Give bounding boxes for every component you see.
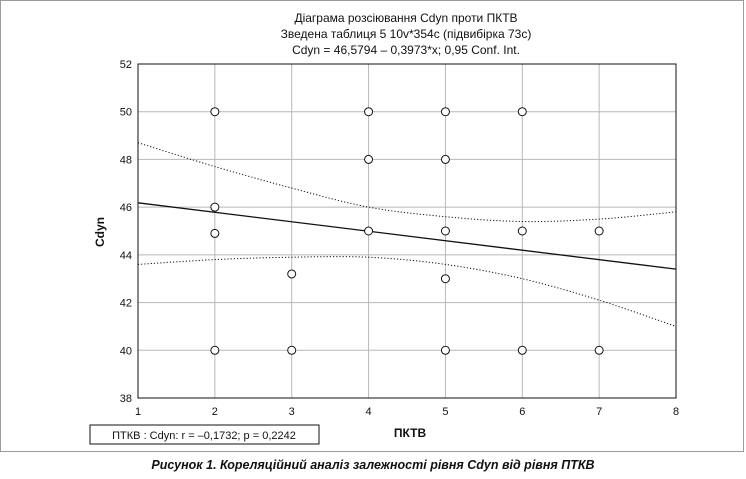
plot-area-border bbox=[137, 63, 677, 399]
y-tick-label: 40 bbox=[120, 345, 132, 357]
x-tick-label: 2 bbox=[212, 406, 218, 418]
y-tick-label: 44 bbox=[120, 250, 132, 262]
data-point bbox=[594, 226, 604, 236]
data-point bbox=[210, 228, 220, 238]
x-tick-label: 4 bbox=[366, 406, 372, 418]
y-tick-label: 46 bbox=[120, 202, 132, 214]
correlation-stats-box: ПТКВ : Cdyn: r = –0,1732; p = 0,2242 bbox=[89, 424, 320, 445]
data-points bbox=[210, 107, 604, 355]
x-axis-label: ПКТВ bbox=[394, 426, 427, 440]
chart-title-line-2: Зведена таблиця 5 10v*354c (підвибірка 7… bbox=[281, 27, 532, 41]
data-point bbox=[440, 107, 450, 117]
data-point bbox=[440, 274, 450, 284]
scatterplot: Діаграма розсіювання Cdyn проти ПКТВ Зве… bbox=[89, 11, 679, 445]
data-point bbox=[440, 154, 450, 164]
data-point bbox=[210, 107, 220, 117]
data-point bbox=[364, 154, 374, 164]
data-point bbox=[364, 226, 374, 236]
data-point bbox=[440, 226, 450, 236]
data-point bbox=[594, 345, 604, 355]
data-point bbox=[440, 345, 450, 355]
chart-title-line-3: Cdyn = 46,5794 – 0,3973*x; 0,95 Conf. In… bbox=[292, 43, 520, 57]
y-axis-label: Cdyn bbox=[93, 217, 107, 247]
chart-title-line-1: Діаграма розсіювання Cdyn проти ПКТВ bbox=[294, 11, 517, 25]
data-point bbox=[210, 345, 220, 355]
x-tick-label: 5 bbox=[442, 406, 448, 418]
data-point bbox=[517, 345, 527, 355]
data-point bbox=[287, 345, 297, 355]
x-tick-labels: 1 2 3 4 5 6 7 8 bbox=[135, 406, 679, 418]
y-tick-label: 48 bbox=[120, 154, 132, 166]
chart-frame bbox=[0, 0, 744, 452]
stats-text: ПТКВ : Cdyn: r = –0,1732; p = 0,2242 bbox=[112, 430, 296, 442]
regression-line-group bbox=[137, 202, 677, 270]
y-tick-label: 52 bbox=[120, 59, 132, 71]
y-tick-label: 50 bbox=[120, 107, 132, 119]
x-tick-label: 1 bbox=[135, 406, 141, 418]
x-tick-label: 7 bbox=[596, 406, 602, 418]
grid bbox=[138, 64, 676, 398]
stats-box-border bbox=[89, 424, 320, 445]
y-tick-labels: 38 40 42 44 46 48 50 52 bbox=[120, 59, 132, 405]
data-point bbox=[517, 107, 527, 117]
x-tick-label: 3 bbox=[289, 406, 295, 418]
data-point bbox=[287, 269, 297, 279]
figure-caption: Рисунок 1. Кореляційний аналіз залежност… bbox=[151, 458, 595, 472]
regression-line bbox=[137, 202, 677, 270]
y-tick-label: 38 bbox=[120, 393, 132, 405]
confidence-band-lower bbox=[137, 256, 677, 327]
data-point bbox=[210, 202, 220, 212]
x-tick-label: 6 bbox=[519, 406, 525, 418]
confidence-band-upper bbox=[137, 142, 677, 223]
y-tick-label: 42 bbox=[120, 298, 132, 310]
data-point bbox=[517, 226, 527, 236]
x-tick-label: 8 bbox=[673, 406, 679, 418]
data-point bbox=[364, 107, 374, 117]
